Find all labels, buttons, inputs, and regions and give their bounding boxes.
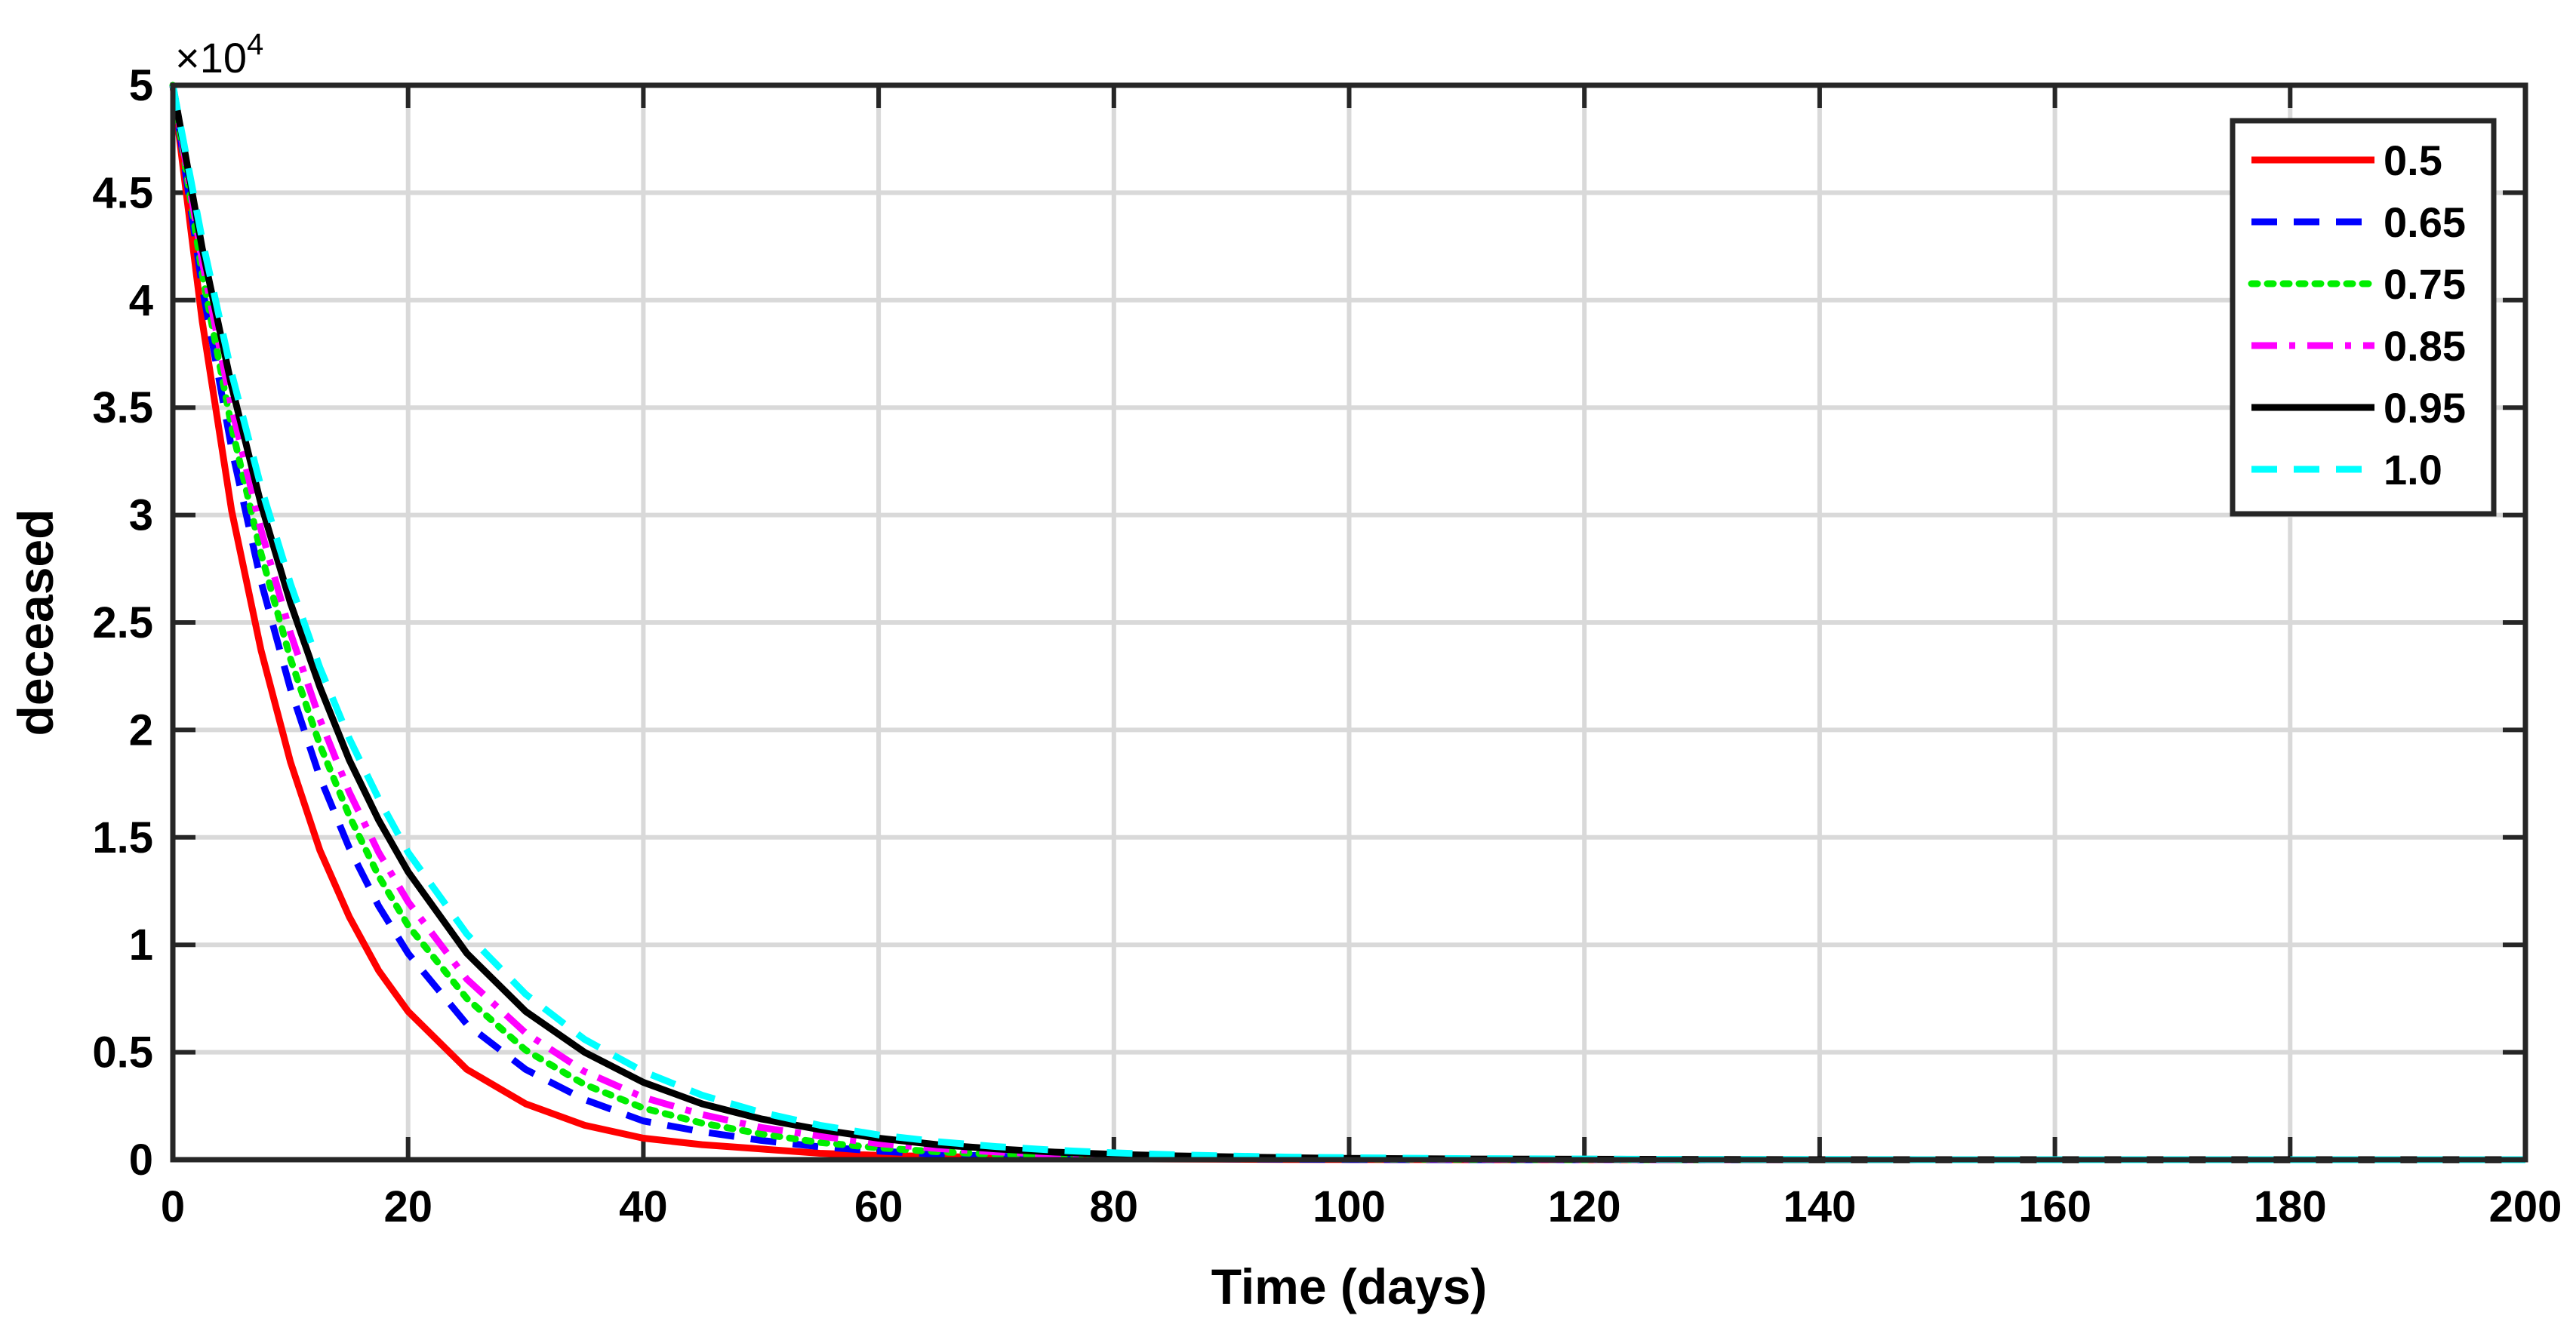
legend-label: 0.95 — [2384, 384, 2466, 432]
y-tick-label: 1.5 — [92, 813, 153, 862]
y-tick-label: 2.5 — [92, 598, 153, 647]
y-tick-label: 0.5 — [92, 1028, 153, 1077]
x-axis-label: Time (days) — [1211, 1259, 1488, 1314]
legend-label: 0.75 — [2384, 260, 2466, 308]
x-tick-label: 60 — [854, 1182, 903, 1231]
y-exponent-power: 4 — [247, 28, 263, 61]
legend-box — [2230, 118, 2497, 517]
y-tick-label: 5 — [129, 61, 153, 110]
x-tick-label: 100 — [1313, 1182, 1386, 1231]
plot-frame — [170, 82, 2528, 1163]
y-axis-exponent: ×104 — [175, 28, 263, 81]
y-exponent-base: ×10 — [175, 34, 247, 81]
y-tick-label: 3.5 — [92, 383, 153, 432]
legend-label: 0.85 — [2384, 322, 2466, 370]
x-tick-label: 120 — [1548, 1182, 1621, 1231]
legend-label: 0.5 — [2384, 137, 2442, 184]
legend: 0.5 0.65 0.75 0.85 0.95 1.0 — [2230, 118, 2497, 517]
y-tick-label: 1 — [129, 921, 153, 970]
y-tick-label: 2 — [129, 705, 153, 755]
legend-label: 1.0 — [2384, 446, 2442, 493]
y-tick-label: 4 — [129, 276, 153, 325]
y-axis-label: deceased — [8, 509, 63, 736]
series-line-1-0 — [169, 85, 2525, 1163]
tick-labels: 0 20 40 60 80 100 120 140 160 180 200 0 0.5 1 1.5 2 2.5 3… — [92, 61, 2562, 1231]
y-tick-label: 0 — [129, 1136, 153, 1185]
y-tick-label: 4.5 — [92, 168, 153, 217]
legend-label: 0.65 — [2384, 198, 2466, 246]
x-tick-label: 160 — [2018, 1182, 2091, 1231]
x-tick-label: 180 — [2254, 1182, 2327, 1231]
x-tick-label: 0 — [161, 1182, 185, 1231]
x-tick-label: 200 — [2489, 1182, 2562, 1231]
grid — [173, 85, 2525, 1160]
x-tick-label: 40 — [619, 1182, 668, 1231]
x-tick-label: 140 — [1784, 1182, 1857, 1231]
y-tick-label: 3 — [129, 491, 153, 540]
x-tick-label: 80 — [1090, 1182, 1139, 1231]
x-tick-label: 20 — [383, 1182, 432, 1231]
